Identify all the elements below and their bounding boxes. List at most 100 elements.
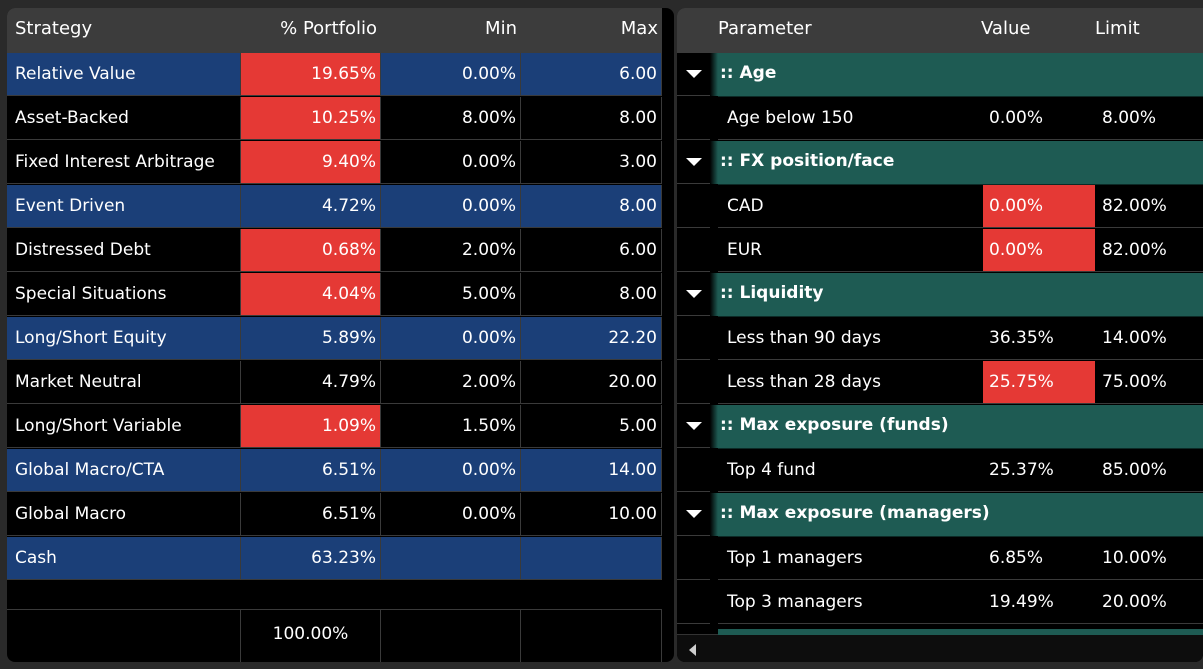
table-row[interactable]: Special Situations 4.04% 5.00% 8.00: [7, 273, 662, 317]
header-portfolio[interactable]: % Portfolio: [280, 18, 377, 39]
max-value: 10.00: [521, 493, 662, 536]
portfolio-value: 9.40%: [241, 141, 381, 184]
strategy-name: Long/Short Equity: [7, 317, 241, 360]
parameter-row[interactable]: Top 4 fund 25.37% 85.00%: [677, 449, 1203, 493]
arrow-left-icon[interactable]: [689, 644, 696, 656]
portfolio-value: 0.68%: [241, 229, 381, 272]
min-value: 5.00%: [381, 273, 521, 316]
portfolio-value: 6.51%: [241, 449, 381, 492]
parameter-limit: 14.00%: [1095, 317, 1203, 360]
parameter-name: Top 4 fund: [718, 449, 983, 492]
group-row-liquidity[interactable]: :: Liquidity: [677, 273, 1203, 317]
group-row-max-exposure-funds[interactable]: :: Max exposure (funds): [677, 405, 1203, 449]
parameter-limit: 20.00%: [1095, 581, 1203, 624]
parameter-row[interactable]: Top 1 managers 6.85% 10.00%: [677, 537, 1203, 581]
table-row[interactable]: Fixed Interest Arbitrage 9.40% 0.00% 3.0…: [7, 141, 662, 185]
max-value: 8.00: [521, 97, 662, 140]
parameter-row[interactable]: EUR 0.00% 82.00%: [677, 229, 1203, 273]
parameter-value: 0.00%: [983, 97, 1095, 140]
parameter-value: 25.75%: [983, 361, 1095, 404]
horizontal-scrollbar[interactable]: [677, 629, 1203, 662]
strategy-name: Distressed Debt: [7, 229, 241, 272]
max-value: 8.00: [521, 273, 662, 316]
min-value: [381, 537, 521, 580]
max-value: 20.00: [521, 361, 662, 404]
group-label: :: Max exposure (managers): [718, 493, 1203, 537]
parameter-limit: 75.00%: [1095, 361, 1203, 404]
table-row[interactable]: Asset-Backed 10.25% 8.00% 8.00: [7, 97, 662, 141]
header-max[interactable]: Max: [620, 18, 658, 39]
total-label-cell: [7, 609, 241, 662]
min-value: 0.00%: [381, 449, 521, 492]
parameter-value: 0.00%: [983, 229, 1095, 272]
table-row[interactable]: Cash 63.23%: [7, 537, 662, 581]
header-value[interactable]: Value: [981, 18, 1031, 39]
parameter-value: 19.49%: [983, 581, 1095, 624]
header-strategy[interactable]: Strategy: [15, 18, 93, 39]
table-row[interactable]: Global Macro 6.51% 0.00% 10.00: [7, 493, 662, 537]
group-row-max-exposure-managers[interactable]: :: Max exposure (managers): [677, 493, 1203, 537]
header-limit[interactable]: Limit: [1095, 18, 1140, 39]
group-label: :: Liquidity: [718, 273, 1203, 317]
portfolio-value: 19.65%: [241, 53, 381, 96]
strategy-name: Global Macro/CTA: [7, 449, 241, 492]
header-parameter[interactable]: Parameter: [718, 18, 812, 39]
chevron-down-icon[interactable]: [677, 493, 710, 536]
portfolio-value: 1.09%: [241, 405, 381, 448]
parameter-table-header: Parameter Value Limit: [677, 8, 1203, 53]
strategy-panel: Strategy % Portfolio Min Max Relative Va…: [7, 8, 674, 662]
chevron-down-icon[interactable]: [677, 141, 710, 184]
max-value: 3.00: [521, 141, 662, 184]
table-row[interactable]: Relative Value 19.65% 0.00% 6.00: [7, 53, 662, 97]
strategy-name: Market Neutral: [7, 361, 241, 404]
parameter-row[interactable]: CAD 0.00% 82.00%: [677, 185, 1203, 229]
parameter-value: 25.37%: [983, 449, 1095, 492]
total-max-cell: [521, 609, 662, 662]
parameter-row[interactable]: Less than 90 days 36.35% 14.00%: [677, 317, 1203, 361]
chevron-down-icon[interactable]: [677, 273, 710, 316]
group-label: :: Max exposure (funds): [718, 405, 1203, 449]
table-row[interactable]: Global Macro/CTA 6.51% 0.00% 14.00: [7, 449, 662, 493]
table-row[interactable]: Long/Short Equity 5.89% 0.00% 22.20: [7, 317, 662, 361]
parameter-name: Age below 150: [718, 97, 983, 140]
strategy-name: Global Macro: [7, 493, 241, 536]
parameter-value: 6.85%: [983, 537, 1095, 580]
parameter-panel: Parameter Value Limit :: Age Age below 1…: [677, 8, 1203, 662]
strategy-name: Asset-Backed: [7, 97, 241, 140]
table-row[interactable]: Distressed Debt 0.68% 2.00% 6.00: [7, 229, 662, 273]
parameter-row[interactable]: Age below 150 0.00% 8.00%: [677, 97, 1203, 141]
group-label: :: FX position/face: [718, 141, 1203, 185]
spacer-row: [7, 581, 662, 610]
max-value: 5.00: [521, 405, 662, 448]
max-value: [521, 537, 662, 580]
strategy-name: Relative Value: [7, 53, 241, 96]
group-row-fx[interactable]: :: FX position/face: [677, 141, 1203, 185]
parameter-name: EUR: [718, 229, 983, 272]
strategy-name: Fixed Interest Arbitrage: [7, 141, 241, 184]
total-row: 100.00%: [7, 609, 662, 662]
parameter-value: 36.35%: [983, 317, 1095, 360]
group-row-age[interactable]: :: Age: [677, 53, 1203, 97]
portfolio-value: 5.89%: [241, 317, 381, 360]
chevron-down-icon[interactable]: [677, 405, 710, 448]
table-row[interactable]: Event Driven 4.72% 0.00% 8.00: [7, 185, 662, 229]
parameter-row[interactable]: Top 3 managers 19.49% 20.00%: [677, 581, 1203, 625]
min-value: 0.00%: [381, 53, 521, 96]
min-value: 0.00%: [381, 185, 521, 228]
min-value: 1.50%: [381, 405, 521, 448]
strategy-table-header: Strategy % Portfolio Min Max: [7, 8, 662, 53]
parameter-row[interactable]: Less than 28 days 25.75% 75.00%: [677, 361, 1203, 405]
parameter-name: Top 3 managers: [718, 581, 983, 624]
table-row[interactable]: Market Neutral 4.79% 2.00% 20.00: [7, 361, 662, 405]
table-row[interactable]: Long/Short Variable 1.09% 1.50% 5.00: [7, 405, 662, 449]
chevron-down-icon[interactable]: [677, 53, 710, 96]
portfolio-value: 63.23%: [241, 537, 381, 580]
portfolio-value: 6.51%: [241, 493, 381, 536]
parameter-value: 0.00%: [983, 185, 1095, 228]
min-value: 0.00%: [381, 493, 521, 536]
strategy-name: Cash: [7, 537, 241, 580]
min-value: 2.00%: [381, 361, 521, 404]
parameter-name: Less than 28 days: [718, 361, 983, 404]
total-min-cell: [381, 609, 521, 662]
header-min[interactable]: Min: [485, 18, 517, 39]
